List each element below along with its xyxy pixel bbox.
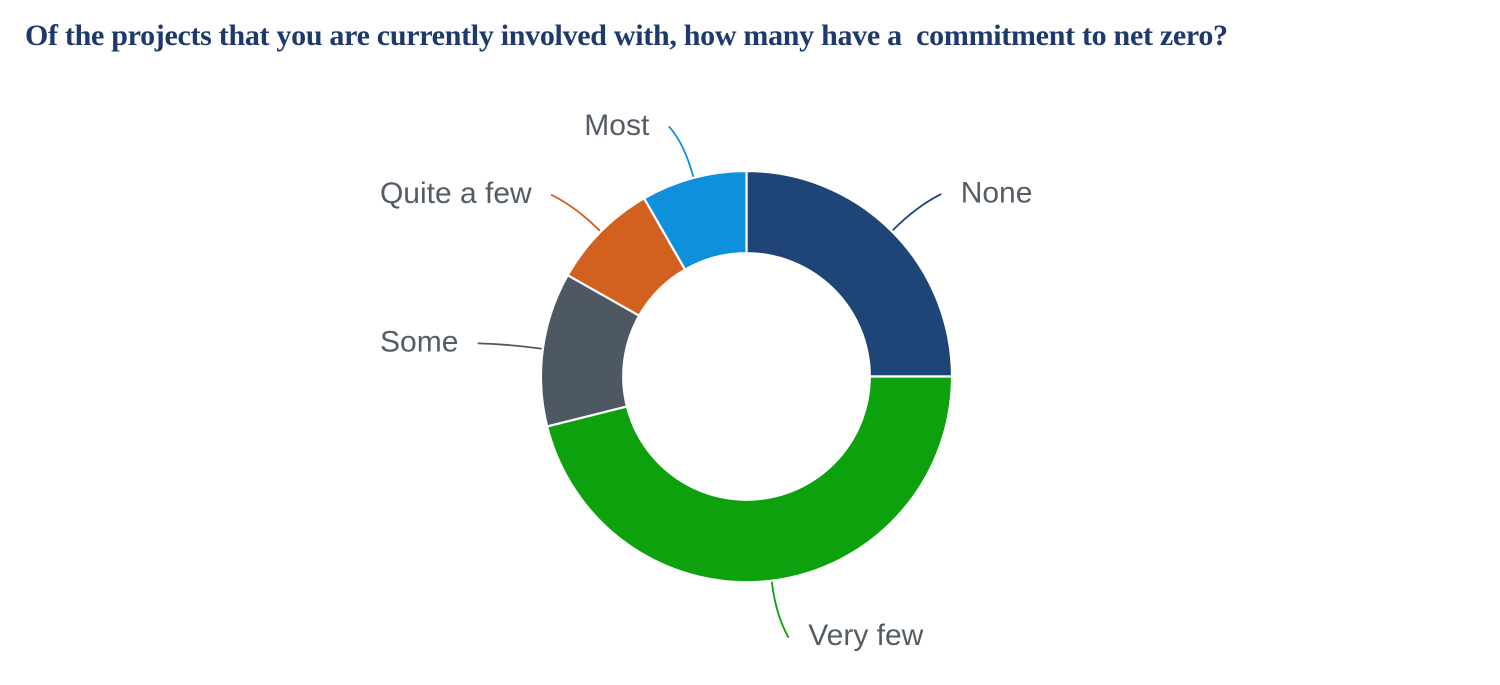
slice-none[interactable] [745, 169, 954, 378]
slice-label-very-few: Very few [808, 619, 923, 652]
slice-labels: None Very few Some Quite a few Most [380, 109, 1032, 652]
label-connector-quite-a-few [550, 194, 601, 232]
slice-label-quite-a-few: Quite a few [380, 177, 532, 210]
slice-label-most: Most [584, 109, 650, 142]
donut-slices [539, 169, 954, 584]
label-connectors [477, 125, 942, 638]
label-connector-most [668, 125, 694, 177]
chart-title: Of the projects that you are currently i… [25, 19, 1228, 52]
label-connector-very-few [771, 581, 790, 638]
label-connector-none [892, 193, 942, 231]
label-connector-some [477, 342, 542, 350]
slice-label-some: Some [380, 325, 458, 358]
slice-label-none: None [961, 176, 1033, 209]
slice-most[interactable] [643, 169, 748, 271]
slice-very-few[interactable] [546, 375, 954, 584]
